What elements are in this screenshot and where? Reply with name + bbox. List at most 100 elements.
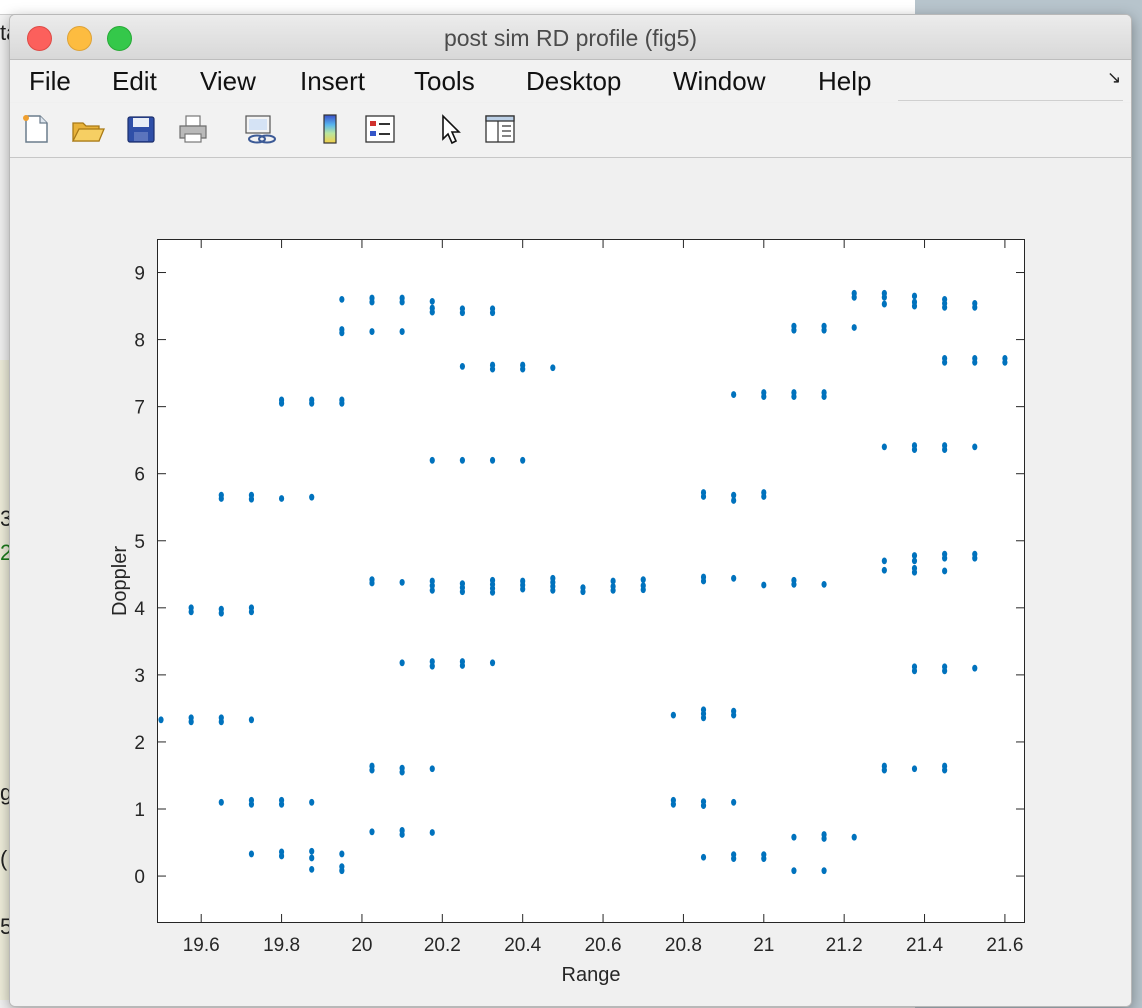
data-point <box>911 292 918 300</box>
data-point <box>851 289 857 297</box>
menu-desktop[interactable]: Desktop <box>526 66 622 96</box>
data-point <box>791 576 797 584</box>
data-point <box>731 491 737 499</box>
link-plot-icon[interactable] <box>243 113 276 145</box>
data-point <box>731 851 737 858</box>
data-point <box>429 829 435 836</box>
data-point <box>761 489 767 496</box>
data-point <box>188 714 194 722</box>
data-point <box>881 762 887 770</box>
dock-arrow-icon[interactable]: ↘ <box>1107 68 1122 87</box>
x-tick-label: 21.6 <box>986 935 1023 956</box>
data-point <box>851 324 857 331</box>
data-point <box>942 567 948 575</box>
data-point <box>791 389 797 396</box>
data-point <box>791 867 797 875</box>
data-point <box>369 294 375 302</box>
data-point <box>429 456 435 464</box>
legend-icon[interactable] <box>364 113 396 145</box>
data-point <box>309 847 315 855</box>
close-window-button[interactable] <box>27 26 52 51</box>
x-tick-label: 21 <box>753 935 774 956</box>
data-point <box>731 497 737 504</box>
data-point <box>309 854 315 862</box>
data-point <box>821 389 827 396</box>
data-point <box>731 574 737 582</box>
data-point <box>489 361 496 369</box>
data-point <box>429 304 435 312</box>
y-tick-label: 1 <box>134 800 145 821</box>
figure-window: post sim RD profile (fig5) File Edit Vie… <box>9 14 1132 1007</box>
data-point <box>1002 354 1008 362</box>
y-tick-label: 3 <box>134 666 145 687</box>
data-point <box>459 363 466 370</box>
minimize-window-button[interactable] <box>67 26 92 51</box>
x-tick-label: 20.2 <box>424 935 461 956</box>
x-tick-label: 20.6 <box>585 935 622 956</box>
data-point <box>218 798 224 806</box>
pointer-icon[interactable] <box>435 113 467 145</box>
data-point <box>821 867 827 875</box>
axis-ticks: 19.6 19.8 20 20.2 20.4 20.6 20.8 21 21.2 21.4 21.6… <box>134 239 1025 956</box>
data-point <box>821 580 827 588</box>
menu-insert[interactable]: Insert <box>300 66 366 96</box>
title-bar[interactable]: post sim RD profile (fig5) <box>10 15 1131 60</box>
data-point <box>670 711 676 719</box>
property-editor-icon[interactable] <box>484 113 516 145</box>
menu-view[interactable]: View <box>200 66 256 96</box>
data-point <box>489 576 496 584</box>
data-point <box>489 305 496 313</box>
x-tick-label: 20.4 <box>504 935 541 956</box>
zoom-window-button[interactable] <box>107 26 132 51</box>
menu-help[interactable]: Help <box>818 66 872 96</box>
print-icon[interactable] <box>177 113 209 145</box>
data-point <box>188 604 194 612</box>
data-point <box>911 564 918 572</box>
data-point <box>972 664 978 672</box>
x-tick-label: 20.8 <box>665 935 702 956</box>
data-point <box>339 863 345 871</box>
data-point <box>248 491 255 499</box>
data-point <box>489 456 496 464</box>
data-point <box>429 765 435 773</box>
data-point <box>429 586 435 594</box>
new-figure-icon[interactable] <box>20 113 52 145</box>
x-tick-label: 21.4 <box>906 935 943 956</box>
data-point <box>881 443 887 451</box>
data-point <box>520 456 526 464</box>
data-point <box>911 663 918 671</box>
menu-window[interactable]: Window <box>673 66 766 96</box>
scatter-chart[interactable]: 19.6 19.8 20 20.2 20.4 20.6 20.8 21 21.2 21.4 21.6… <box>10 158 1131 1006</box>
save-icon[interactable] <box>125 113 157 145</box>
y-tick-label: 2 <box>134 733 145 754</box>
data-point <box>218 605 224 613</box>
menu-separator <box>898 100 1123 101</box>
menu-edit[interactable]: Edit <box>112 66 157 96</box>
y-tick-label: 9 <box>134 264 145 285</box>
y-tick-label: 7 <box>134 398 145 419</box>
open-file-icon[interactable] <box>71 113 105 145</box>
data-point <box>972 550 978 558</box>
data-point <box>369 328 375 335</box>
data-point <box>550 574 556 582</box>
data-point <box>309 865 315 873</box>
data-point <box>550 364 556 372</box>
data-point <box>158 716 164 724</box>
data-point <box>942 442 948 449</box>
data-point <box>399 328 405 335</box>
data-point <box>278 848 285 856</box>
menu-tools[interactable]: Tools <box>414 66 475 96</box>
data-point <box>881 289 887 297</box>
data-point <box>218 491 224 499</box>
data-point <box>791 322 797 330</box>
x-tick-label: 19.6 <box>183 935 220 956</box>
data-point <box>278 495 285 502</box>
menu-file[interactable]: File <box>29 66 71 96</box>
figure-toolbar <box>10 103 1131 158</box>
data-point <box>731 391 737 398</box>
data-point <box>972 299 978 307</box>
data-point <box>881 557 887 565</box>
colorbar-icon[interactable] <box>314 113 346 145</box>
data-point <box>700 489 707 496</box>
data-point <box>429 297 435 305</box>
